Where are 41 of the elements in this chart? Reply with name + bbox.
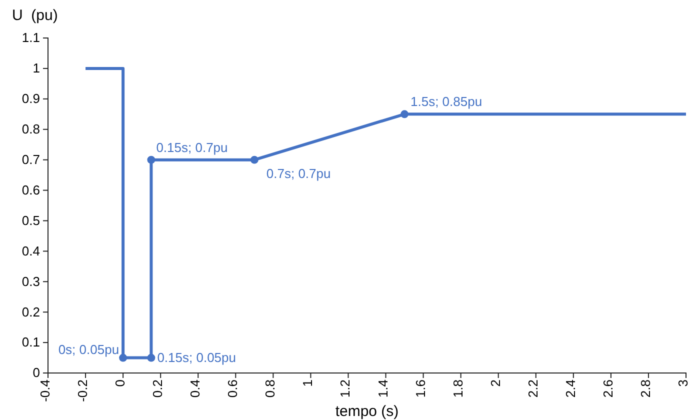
x-tick-label: 0 [112,380,128,387]
y-tick-label: 0.9 [22,91,40,106]
point [147,156,156,164]
x-tick-label: 2.6 [600,380,616,398]
x-tick-label: 1.8 [450,380,466,398]
point [119,354,128,362]
x-tick-label: -0.4 [38,380,52,402]
y-tick-label: 0.5 [22,212,40,228]
x-tick-label: 1.4 [375,380,390,398]
y-tick-label: 1.1 [22,30,40,46]
x-tick-label: 2 [488,380,503,387]
y-axis-title: U (pu) [12,7,58,24]
x-tick-label: 0.8 [262,380,278,398]
y-tick-label: 0.4 [22,243,40,258]
x-tick-label: 0.6 [225,380,240,398]
annotation: 0.7s; 0.7pu [266,166,331,181]
point [250,156,258,164]
x-tick-label: 0.4 [188,380,203,398]
x-tick-label: 0.2 [150,380,166,398]
x-tick-label: -0.2 [75,380,90,402]
annotation: 0.15s; 0.7pu [156,140,228,155]
y-tick-label: 0.8 [22,122,40,137]
y-tick-label: 0.1 [22,334,40,350]
x-axis-title: tempo (s) [335,403,399,420]
x-tick-label: 3 [676,380,690,387]
x-tick-label: 1 [300,380,316,387]
point [147,354,156,362]
y-tick-label: 0.2 [22,304,40,320]
y-tick-label: 0.7 [22,152,40,167]
x-tick-label: 1.2 [338,380,353,398]
point [400,110,409,118]
y-tick-label: 1 [32,60,40,76]
x-tick-label: 2.8 [638,380,653,398]
x-tick-label: 2.2 [525,380,540,398]
y-tick-label: 0.6 [22,182,40,198]
annotation: 0s; 0.05pu [58,342,120,357]
y-tick-label: 0.3 [22,274,40,289]
x-tick-label: 1.6 [412,380,428,398]
annotation: 1.5s; 0.85pu [410,94,482,110]
annotation: 0.15s; 0.05pu [157,350,236,365]
x-tick-label: 2.4 [562,380,578,398]
